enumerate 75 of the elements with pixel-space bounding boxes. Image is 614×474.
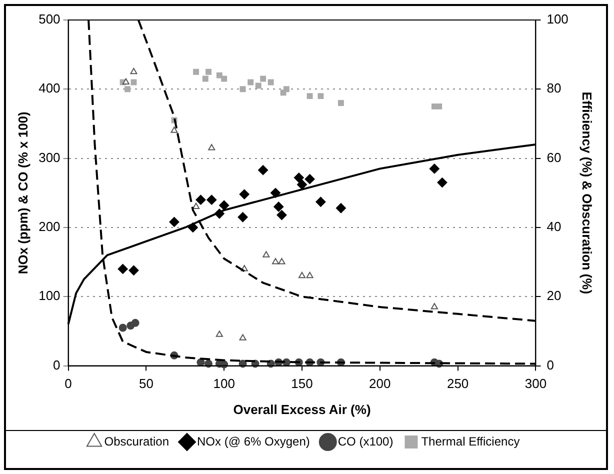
point bbox=[318, 93, 324, 100]
y2-tick-label: 40 bbox=[546, 219, 562, 234]
y2-tick-label: 20 bbox=[546, 288, 562, 304]
point bbox=[128, 265, 139, 276]
y-tick-label: 100 bbox=[38, 288, 60, 304]
x-tick-label: 100 bbox=[213, 376, 235, 392]
point bbox=[170, 126, 178, 133]
point bbox=[268, 79, 274, 86]
point bbox=[193, 68, 200, 75]
point bbox=[255, 82, 262, 89]
y2-tick-label: 80 bbox=[546, 80, 562, 96]
point bbox=[202, 76, 208, 82]
point bbox=[272, 258, 280, 264]
x-tick-label: 0 bbox=[64, 376, 72, 392]
point bbox=[297, 180, 307, 190]
y-tick-label: 300 bbox=[38, 150, 60, 165]
x-tick-label: 250 bbox=[446, 376, 469, 392]
y-tick-label: 200 bbox=[38, 219, 60, 234]
point bbox=[336, 203, 346, 214]
point bbox=[429, 164, 440, 174]
point bbox=[240, 86, 246, 92]
point bbox=[338, 100, 344, 106]
y-axis-title: NOx (ppm) & CO (% x 100) bbox=[15, 112, 30, 274]
point bbox=[306, 93, 313, 100]
point bbox=[221, 76, 228, 82]
point bbox=[124, 86, 130, 92]
y2-tick-label: 60 bbox=[546, 150, 562, 165]
point bbox=[118, 264, 128, 274]
point bbox=[206, 194, 217, 205]
point bbox=[316, 196, 326, 207]
point bbox=[238, 212, 248, 222]
legend-label: Obscuration bbox=[104, 434, 170, 448]
point bbox=[131, 318, 140, 327]
point bbox=[239, 334, 246, 340]
y2-tick-label: 0 bbox=[546, 357, 554, 372]
point bbox=[437, 178, 448, 188]
y2-axis-title: Efficiency (%) & Obscuration (%) bbox=[580, 92, 595, 294]
point bbox=[169, 216, 180, 227]
y-tick-label: 400 bbox=[38, 80, 60, 96]
point bbox=[216, 330, 223, 337]
point bbox=[196, 194, 206, 205]
x-axis-title: Overall Excess Air (%) bbox=[233, 402, 371, 417]
point bbox=[262, 251, 270, 258]
point bbox=[248, 79, 254, 86]
point bbox=[208, 144, 216, 150]
point bbox=[122, 78, 130, 84]
point bbox=[130, 68, 138, 74]
point bbox=[206, 68, 212, 75]
x-tick-label: 50 bbox=[138, 376, 154, 392]
y-tick-label: 500 bbox=[38, 12, 60, 27]
point bbox=[260, 76, 266, 82]
point bbox=[306, 272, 314, 278]
point bbox=[219, 200, 230, 210]
y-tick-label: 0 bbox=[53, 357, 60, 372]
x-tick-label: 150 bbox=[291, 376, 313, 392]
point bbox=[274, 202, 284, 212]
legend-label: CO (x100) bbox=[338, 434, 394, 448]
point bbox=[278, 258, 286, 264]
point bbox=[304, 174, 315, 184]
x-tick-label: 300 bbox=[524, 376, 547, 392]
point bbox=[258, 165, 268, 176]
point bbox=[239, 189, 250, 200]
point bbox=[294, 172, 304, 183]
point bbox=[430, 303, 438, 310]
point bbox=[216, 72, 222, 78]
legend-label: NOx (@ 6% Oxygen) bbox=[197, 434, 310, 448]
point bbox=[283, 86, 290, 92]
x-tick-label: 200 bbox=[369, 376, 391, 392]
y2-tick-label: 100 bbox=[546, 12, 568, 27]
point bbox=[192, 202, 200, 209]
point bbox=[118, 324, 127, 332]
point bbox=[276, 210, 287, 220]
point bbox=[298, 272, 306, 278]
point bbox=[436, 103, 442, 110]
legend-label: Thermal Efficiency bbox=[421, 434, 520, 448]
